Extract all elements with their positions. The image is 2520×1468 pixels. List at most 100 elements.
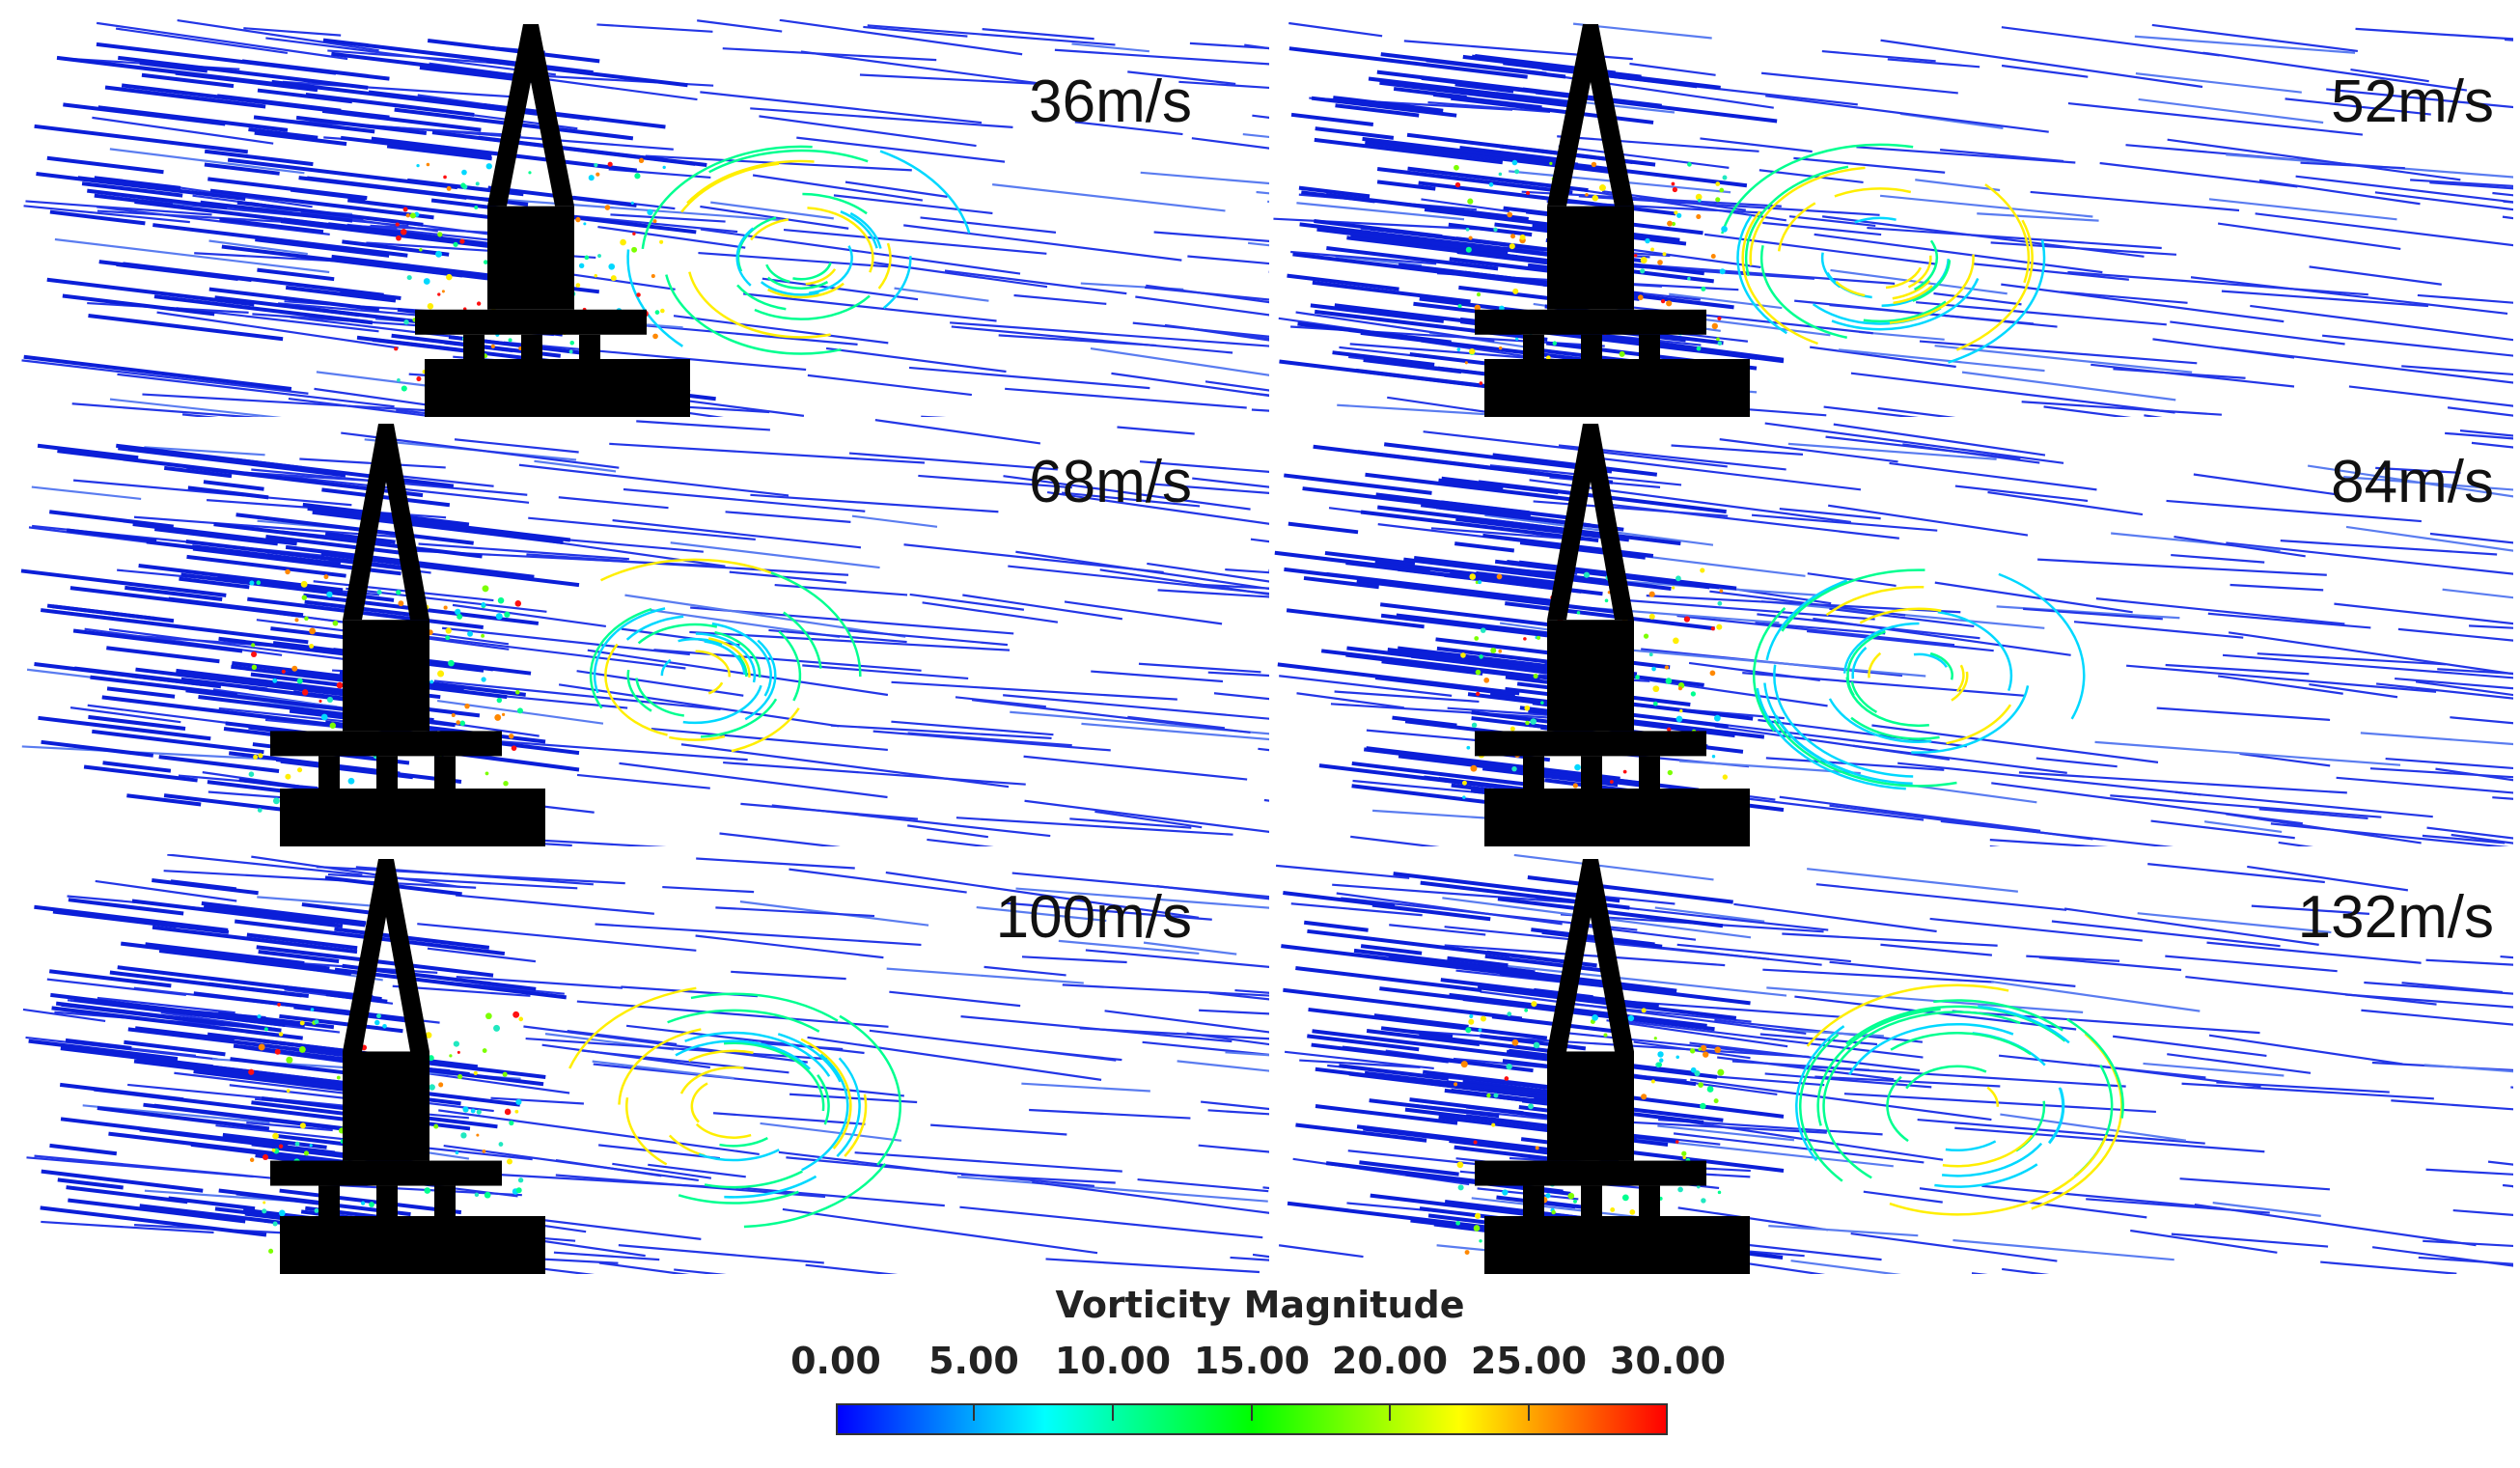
wake-vortex-line	[778, 630, 802, 702]
vorticity-speck	[1716, 623, 1723, 630]
streamline	[1029, 1108, 1191, 1120]
wake-vortex-line	[802, 192, 868, 215]
streamline	[547, 540, 726, 568]
wake-vortex-line	[1913, 652, 1948, 668]
vorticity-speck	[401, 385, 407, 392]
streamline	[427, 947, 537, 963]
streamline	[1981, 1184, 2221, 1209]
vorticity-speck	[336, 681, 344, 689]
vorticity-speck	[1665, 678, 1673, 684]
streamline	[1929, 917, 2143, 942]
streamline	[1971, 1272, 1988, 1274]
streamline	[1815, 883, 2067, 911]
vorticity-speck	[310, 1008, 315, 1011]
wake-vortex-line	[688, 1049, 754, 1063]
streamline	[1765, 95, 2049, 133]
streamline	[1315, 126, 1395, 140]
streamline	[1806, 629, 1994, 652]
streamline-plot	[1274, 422, 2513, 846]
vorticity-speck	[1509, 726, 1515, 732]
streamline	[1361, 577, 1435, 592]
streamline	[1139, 460, 1269, 473]
streamline	[1669, 292, 1783, 310]
vorticity-speck	[594, 162, 598, 168]
streamline	[1690, 1078, 1992, 1122]
streamline	[1863, 1190, 1943, 1204]
streamline	[951, 325, 1233, 354]
vorticity-speck	[514, 689, 520, 695]
streamline	[1852, 744, 2067, 774]
streamline	[97, 1106, 270, 1131]
vorticity-speck	[374, 1019, 380, 1026]
vorticity-speck	[1457, 304, 1462, 309]
streamline	[1850, 372, 2175, 414]
vorticity-speck	[285, 773, 291, 780]
streamline	[1251, 408, 1269, 412]
wake-vortex-line	[1951, 671, 1969, 702]
streamline	[247, 596, 484, 629]
vorticity-speck	[423, 278, 430, 285]
streamline	[2222, 653, 2513, 679]
streamline	[2165, 955, 2338, 973]
streamline	[28, 1039, 179, 1062]
streamline	[1299, 1059, 1421, 1068]
streamline	[789, 1093, 918, 1104]
vorticity-speck	[309, 1144, 313, 1148]
vorticity-speck	[1469, 573, 1477, 580]
streamline	[723, 761, 1026, 786]
vorticity-speck	[1641, 1008, 1647, 1013]
streamline	[907, 732, 1072, 747]
streamline	[920, 216, 1057, 234]
vorticity-speck	[1679, 708, 1683, 713]
wake-vortex-line	[1913, 239, 1938, 291]
streamline	[950, 321, 1269, 347]
vorticity-speck	[476, 1133, 480, 1137]
streamline	[60, 1117, 289, 1149]
streamline	[859, 73, 1038, 85]
vorticity-speck	[1483, 677, 1490, 683]
vorticity-speck	[1480, 627, 1486, 633]
vorticity-speck	[300, 580, 308, 588]
streamline	[1085, 949, 1269, 968]
streamline	[1940, 149, 2064, 163]
vorticity-speck	[1641, 1094, 1648, 1100]
streamline	[1303, 575, 1379, 590]
streamline	[1919, 340, 2198, 365]
streamline	[163, 465, 233, 479]
vorticity-speck	[1525, 720, 1530, 726]
vorticity-speck	[248, 771, 255, 777]
streamline	[2091, 363, 2295, 388]
streamline	[46, 277, 255, 307]
vorticity-speck	[1671, 181, 1675, 186]
streamline	[2492, 796, 2513, 800]
wake-vortex-line	[792, 262, 832, 281]
streamline	[1290, 112, 1374, 126]
streamline	[1919, 1187, 2147, 1219]
streamline	[1342, 1045, 1534, 1073]
vorticity-speck	[575, 216, 581, 223]
streamline	[68, 898, 184, 916]
streamline	[312, 510, 564, 544]
wake-vortex-line	[589, 607, 652, 709]
wake-vortex-line	[618, 1028, 702, 1105]
streamline	[2435, 767, 2513, 782]
vorticity-speck	[1610, 1207, 1616, 1212]
streamline	[1281, 944, 1511, 976]
streamline	[983, 965, 1066, 977]
vorticity-speck	[1476, 292, 1482, 297]
speed-label: 36m/s	[1029, 69, 1192, 135]
vorticity-speck	[253, 754, 259, 760]
streamline	[595, 923, 922, 947]
deck	[270, 1160, 502, 1186]
streamline	[1288, 46, 1528, 79]
streamline	[729, 570, 847, 584]
streamline	[1005, 387, 1247, 409]
streamline	[1505, 601, 1715, 631]
wake-vortex-line	[604, 643, 668, 736]
vorticity-speck	[512, 1011, 520, 1018]
streamline	[257, 896, 389, 908]
streamline	[2391, 1099, 2513, 1111]
streamline	[204, 162, 280, 176]
streamline	[576, 1000, 889, 1028]
streamline	[1807, 868, 2018, 893]
